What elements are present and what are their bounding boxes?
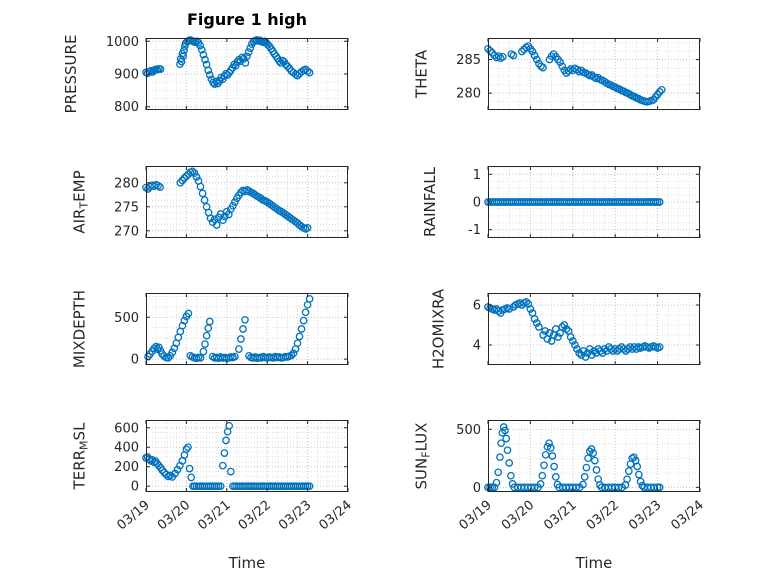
svg-text:0: 0 [131,480,139,495]
major-grid [488,293,700,365]
svg-text:900: 900 [114,68,139,83]
svg-text:500: 500 [114,311,139,326]
minor-grid [146,420,348,492]
axes-box [488,420,700,492]
scatter-points [142,36,314,88]
tick-labels: -1 0 1 [468,168,481,238]
svg-text:03/19: 03/19 [114,498,152,534]
tick-marks [487,166,701,238]
axes-box [488,293,700,365]
subplot-theta: 280 285 THETA [413,38,701,111]
svg-text:280: 280 [114,176,139,191]
tick-marks [487,38,701,110]
svg-text:270: 270 [114,224,139,239]
svg-text:03/22: 03/22 [584,498,622,534]
axes-box [146,293,348,365]
chart-svg-airtemp: 270 275 280 AIRTEMP [71,166,349,239]
svg-text:03/24: 03/24 [316,498,354,534]
subplot-h2omixra: 4 6 H2OMIXRA [430,288,701,369]
y-axis-label: MIXDEPTH [71,290,89,368]
axes-box [146,420,348,492]
subplot-rainfall: -1 0 1 RAINFALL [421,166,701,238]
svg-text:1000: 1000 [106,35,139,50]
svg-text:-1: -1 [468,223,481,238]
tick-labels: 270 275 280 [114,176,139,239]
y-axis-label: H2OMIXRA [430,288,448,369]
chart-svg-rainfall: -1 0 1 RAINFALL [421,166,701,238]
svg-text:4: 4 [473,339,481,354]
svg-text:500: 500 [456,423,481,438]
chart-svg-theta: 280 285 THETA [413,38,701,111]
tick-labels: 800 900 1000 [106,35,139,115]
svg-text:285: 285 [456,53,481,68]
subplot-pressure: 800 900 1000 PRESSURE [62,35,349,115]
scatter-points [484,42,666,106]
svg-text:400: 400 [114,441,139,456]
svg-text:200: 200 [114,460,139,475]
scatter-points [142,421,314,491]
svg-text:600: 600 [114,421,139,436]
y-axis-label: RAINFALL [421,166,439,237]
subplot-mixdepth: 0 500 MIXDEPTH [71,290,349,368]
major-grid [488,166,700,238]
chart-svg-terr: 0 200 400 600 03/19 03/20 03/21 03/22 03/23 03/24… [71,420,355,533]
tick-marks [145,166,349,238]
tick-marks [145,38,349,110]
svg-text:03/21: 03/21 [541,498,579,534]
tick-marks [145,420,349,492]
chart-svg-mixdepth: 0 500 MIXDEPTH [71,290,349,368]
scatter-points [144,295,314,363]
y-axis-label: AIRTEMP [71,170,91,233]
scatter-points [484,423,664,492]
axes-box [488,38,700,110]
tick-labels: 0 200 400 600 03/19 03/20 03/21 03/22 03/23 03/24 [114,421,355,533]
tick-marks [487,420,701,492]
svg-text:0: 0 [131,353,139,368]
svg-text:1: 1 [473,168,481,183]
tick-labels: 46 [473,299,481,354]
chart-svg-pressure: 800 900 1000 PRESSURE [62,35,349,115]
svg-text:03/21: 03/21 [195,498,233,534]
scatter-points [484,198,664,206]
tick-labels: 0 500 [114,311,139,368]
svg-text:800: 800 [114,100,139,115]
svg-text:275: 275 [114,200,139,215]
y-axis-label: SUNFLUX [413,423,433,490]
figure-title: Figure 1 high [187,10,307,29]
scatter-points [484,298,664,361]
major-grid [146,293,348,365]
svg-text:03/19: 03/19 [456,498,494,534]
x-axis-label-right: Time [575,554,613,572]
axes-box [146,166,348,238]
svg-text:03/23: 03/23 [276,498,314,534]
chart-svg-sun: 0 500 03/19 03/20 03/21 03/22 03/23 03/24 SUNFLU… [413,420,707,533]
svg-text:03/20: 03/20 [155,498,193,534]
svg-text:280: 280 [456,87,481,102]
svg-text:03/24: 03/24 [668,498,706,534]
svg-text:0: 0 [473,481,481,496]
subplot-sunflux: 0 500 03/19 03/20 03/21 03/22 03/23 03/24 SUNFLU… [413,420,707,533]
svg-text:03/23: 03/23 [626,498,664,534]
subplot-airtemp: 270 275 280 AIRTEMP [71,166,349,239]
scatter-points [142,167,312,233]
svg-text:6: 6 [473,299,481,314]
tick-labels: 280 285 [456,53,481,102]
tick-marks [145,293,349,365]
tick-marks [487,293,701,365]
svg-text:0: 0 [473,196,481,211]
y-axis-label: THETA [413,49,431,99]
minor-grid [146,166,348,238]
x-axis-label-left: Time [228,554,266,572]
svg-text:03/20: 03/20 [499,498,537,534]
svg-text:03/22: 03/22 [236,498,274,534]
major-grid [146,38,348,110]
major-grid [488,420,700,492]
y-axis-label: TERRMSL [71,422,91,491]
subplot-terrmsl: 0 200 400 600 03/19 03/20 03/21 03/22 03/23 03/24… [71,420,355,533]
y-axis-label: PRESSURE [62,35,80,114]
